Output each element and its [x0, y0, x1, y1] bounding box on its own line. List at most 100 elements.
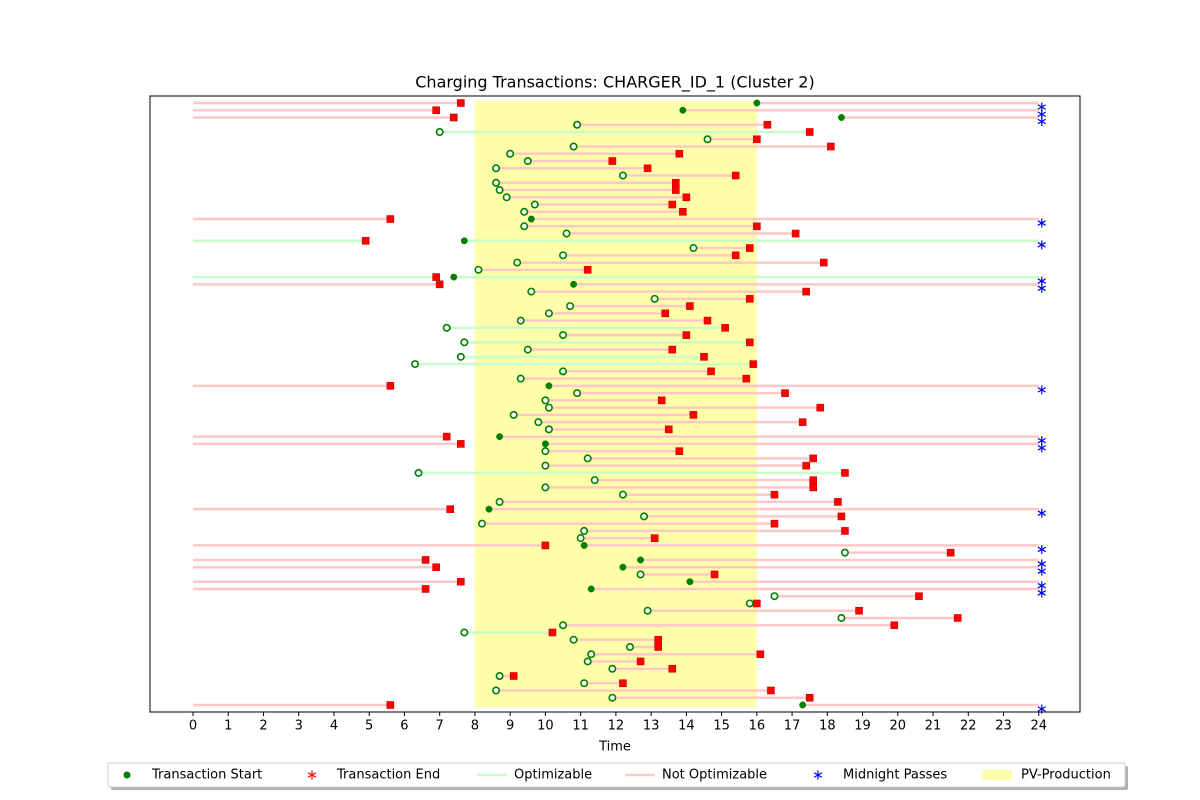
- transaction-end: [548, 628, 557, 637]
- star-stroke: [1037, 104, 1046, 110]
- midnight-marker: [1037, 117, 1046, 127]
- transaction-end: [675, 447, 684, 455]
- x-tick-label: 16: [749, 719, 766, 734]
- midnight-marker: [1037, 544, 1046, 554]
- x-tick-label: 21: [925, 719, 942, 734]
- transaction-start: [689, 244, 698, 253]
- transaction-end: [619, 679, 627, 688]
- x-tick-label: 18: [819, 719, 836, 734]
- transaction-start: [516, 316, 525, 325]
- transaction-end: [457, 99, 465, 107]
- transaction-start: [580, 526, 589, 535]
- transaction-start: [460, 237, 468, 245]
- transaction-end: [816, 403, 825, 412]
- transaction-end: [827, 142, 835, 151]
- transaction-end: [731, 251, 740, 260]
- x-tick-label: 10: [537, 719, 554, 734]
- transaction-start: [753, 99, 761, 107]
- transaction-start: [637, 556, 644, 564]
- transaction-end: [820, 258, 828, 267]
- x-tick-label: 12: [608, 719, 625, 734]
- transaction-end: [745, 295, 754, 303]
- transaction-end: [763, 120, 772, 129]
- transaction-start: [541, 461, 550, 470]
- legend-marker: [982, 770, 1012, 780]
- transaction-end: [689, 411, 698, 419]
- transaction-end: [703, 316, 712, 325]
- transaction-start: [530, 200, 539, 209]
- transaction-end: [671, 178, 680, 187]
- transaction-start: [492, 164, 501, 173]
- transaction-start: [541, 483, 550, 492]
- transaction-start: [608, 693, 617, 702]
- x-tick-label: 6: [400, 719, 408, 734]
- transaction-start: [559, 251, 568, 260]
- plot-frame: [149, 95, 1081, 713]
- transaction-start: [474, 265, 483, 274]
- transaction-end: [686, 302, 694, 310]
- transaction-end: [657, 396, 666, 405]
- legend-label: Transaction End: [336, 768, 440, 783]
- legend-marker: [123, 771, 131, 779]
- transaction-end: [742, 374, 751, 383]
- legend-label: PV-Production: [1021, 768, 1111, 783]
- transaction-end: [386, 701, 395, 709]
- x-tick-label: 14: [678, 719, 695, 734]
- midnight-marker: [1037, 240, 1046, 250]
- star-stroke: [1037, 568, 1046, 574]
- transaction-start: [569, 635, 578, 644]
- star-stroke: [1037, 118, 1046, 125]
- legend-label: Transaction Start: [151, 768, 262, 783]
- transaction-start: [496, 433, 504, 441]
- transaction-start: [411, 360, 420, 369]
- transaction-end: [668, 345, 677, 354]
- transaction-end: [421, 556, 430, 564]
- transaction-end: [442, 432, 451, 441]
- transaction-start: [745, 599, 754, 608]
- transaction-end: [446, 505, 455, 513]
- transaction-start: [527, 215, 535, 223]
- transaction-start: [570, 280, 578, 288]
- transaction-end: [661, 309, 670, 318]
- transaction-end: [664, 425, 673, 434]
- transaction-start: [509, 410, 518, 419]
- transaction-start: [523, 345, 532, 354]
- transaction-end: [855, 606, 863, 615]
- transaction-end: [671, 186, 680, 194]
- transaction-end: [753, 135, 761, 144]
- transaction-start: [608, 664, 617, 673]
- transaction-end: [608, 157, 617, 165]
- transaction-end: [457, 440, 465, 448]
- transaction-start: [618, 171, 627, 180]
- transaction-end: [915, 592, 923, 601]
- transaction-end: [805, 128, 814, 136]
- legend-label: Not Optimizable: [662, 768, 767, 783]
- transaction-start: [576, 534, 585, 543]
- transaction-end: [770, 490, 779, 499]
- transaction-start: [837, 114, 845, 121]
- transaction-end: [710, 570, 719, 579]
- transaction-end: [731, 171, 740, 180]
- transaction-end: [386, 215, 395, 223]
- midnight-marker: [1037, 283, 1046, 293]
- transaction-start: [580, 541, 588, 549]
- transaction-start: [770, 592, 779, 601]
- transaction-start: [619, 563, 627, 571]
- transaction-end: [841, 527, 849, 535]
- transaction-start: [442, 323, 451, 332]
- transaction-start: [520, 207, 529, 216]
- transaction-start: [679, 106, 687, 114]
- transaction-end: [753, 599, 761, 608]
- x-tick-label: 11: [572, 719, 589, 734]
- transaction-start: [573, 120, 582, 129]
- transaction-end: [946, 548, 955, 557]
- transaction-start: [495, 497, 504, 506]
- transaction-end: [650, 534, 659, 542]
- star-stroke: [1037, 387, 1046, 393]
- star-stroke: [1037, 706, 1046, 712]
- x-tick-label: 19: [854, 719, 871, 734]
- transaction-end: [802, 461, 810, 470]
- transaction-end: [457, 577, 465, 586]
- x-axis-label: Time: [598, 740, 631, 755]
- midnight-marker: [1037, 588, 1046, 598]
